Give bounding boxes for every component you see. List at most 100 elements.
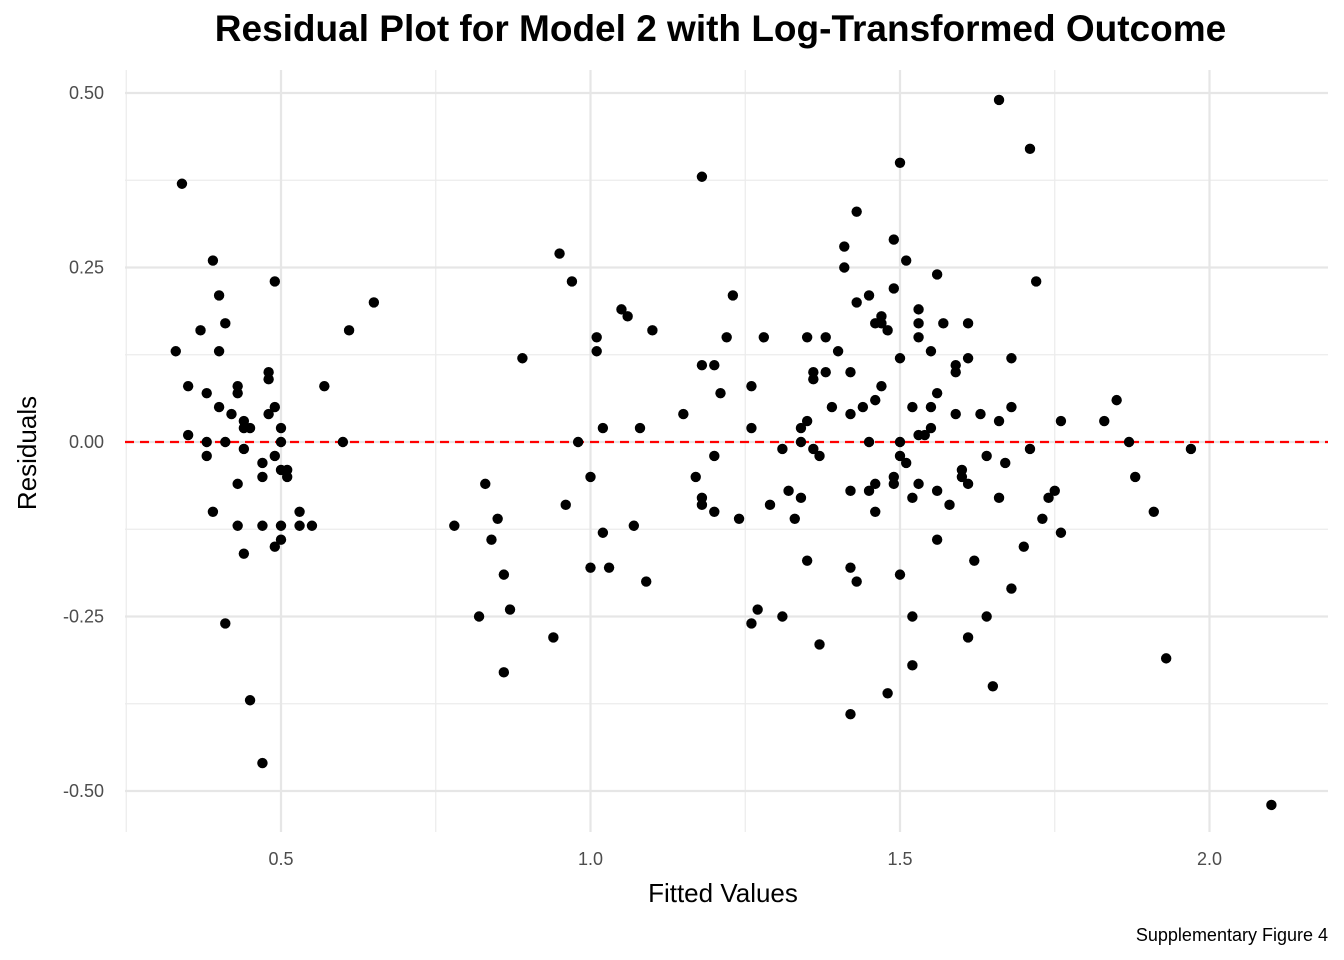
data-point — [517, 353, 528, 364]
data-point — [746, 380, 757, 392]
data-point — [950, 367, 961, 378]
data-point — [269, 450, 281, 462]
y-tick-label: 0.50 — [69, 83, 104, 103]
data-point — [572, 436, 584, 448]
data-point — [492, 513, 503, 524]
data-point — [709, 450, 720, 462]
data-point — [238, 548, 250, 559]
data-point — [616, 304, 627, 315]
data-point — [597, 527, 609, 538]
data-point — [641, 576, 652, 587]
data-point — [1000, 457, 1011, 469]
data-point — [777, 611, 788, 622]
data-point — [925, 422, 937, 434]
data-point — [220, 618, 231, 629]
data-point — [845, 485, 856, 497]
data-point — [213, 346, 225, 357]
data-point — [845, 562, 856, 573]
data-point — [213, 401, 225, 413]
x-tick-label: 0.5 — [268, 849, 293, 869]
data-point — [343, 325, 355, 336]
data-point — [993, 415, 1005, 427]
data-point — [696, 499, 708, 511]
data-point — [727, 290, 739, 301]
data-point — [987, 681, 999, 692]
data-point — [1148, 506, 1159, 517]
data-point — [758, 332, 770, 343]
data-point — [337, 436, 349, 448]
data-point — [585, 471, 596, 483]
data-point — [801, 555, 813, 566]
x-axis-tick-labels: 0.5 1.0 1.5 2.0 — [268, 849, 1222, 869]
data-point — [913, 304, 924, 315]
data-point — [789, 513, 800, 524]
data-point — [981, 611, 992, 622]
data-point — [1037, 513, 1048, 524]
data-point — [876, 318, 887, 329]
data-point — [1049, 485, 1060, 497]
data-point — [275, 436, 287, 448]
x-tick-label: 2.0 — [1197, 849, 1222, 869]
data-point — [176, 178, 188, 189]
x-tick-label: 1.0 — [578, 849, 603, 869]
data-point — [220, 436, 231, 448]
data-point — [913, 332, 924, 343]
data-point — [244, 695, 256, 706]
y-tick-label: 0.00 — [69, 432, 104, 452]
data-point — [857, 401, 869, 413]
data-point — [882, 325, 893, 336]
data-point — [931, 269, 943, 280]
data-point — [1024, 143, 1036, 155]
data-point — [845, 367, 856, 378]
data-point — [944, 499, 955, 511]
data-point — [232, 520, 243, 531]
data-point — [696, 360, 708, 371]
data-point — [226, 408, 237, 420]
data-point — [845, 709, 856, 720]
data-point — [257, 757, 268, 769]
data-point — [294, 520, 305, 531]
data-point — [795, 436, 807, 448]
data-point — [628, 520, 640, 531]
chart-title: Residual Plot for Model 2 with Log-Trans… — [214, 8, 1227, 49]
data-point — [1123, 436, 1135, 448]
data-point — [319, 380, 330, 392]
data-point — [275, 520, 287, 531]
data-point — [746, 618, 757, 629]
data-point — [201, 387, 212, 399]
data-point — [1055, 415, 1067, 427]
data-point — [566, 276, 578, 287]
data-point — [907, 492, 918, 504]
data-point — [548, 632, 559, 643]
data-point — [752, 604, 763, 615]
data-point — [1018, 541, 1029, 552]
data-point — [504, 604, 516, 615]
data-point — [721, 332, 732, 343]
data-points — [170, 94, 1277, 811]
data-point — [820, 332, 831, 343]
data-point — [894, 353, 906, 364]
data-point — [863, 485, 875, 497]
data-point — [244, 422, 256, 434]
data-point — [238, 443, 250, 455]
data-point — [1006, 583, 1017, 594]
data-point — [591, 346, 602, 357]
data-point — [201, 450, 212, 462]
data-point — [962, 353, 974, 364]
data-point — [281, 464, 293, 476]
data-point — [709, 360, 720, 371]
data-point — [962, 318, 974, 329]
data-point — [207, 255, 219, 266]
data-point — [913, 478, 924, 490]
data-point — [232, 478, 243, 490]
data-point — [696, 171, 708, 182]
data-point — [257, 471, 268, 483]
data-point — [993, 492, 1005, 504]
data-point — [486, 534, 497, 545]
data-point — [622, 311, 633, 322]
data-point — [1024, 443, 1036, 455]
data-point — [863, 290, 875, 301]
y-tick-label: -0.50 — [63, 781, 104, 801]
data-point — [257, 520, 268, 531]
data-point — [814, 450, 825, 462]
